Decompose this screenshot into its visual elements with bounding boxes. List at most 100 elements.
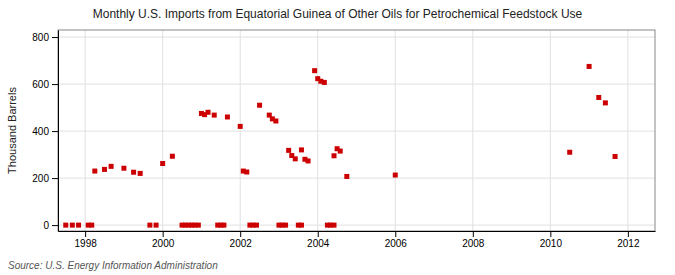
- y-tick-mark: [52, 178, 58, 179]
- chart-container: 1998 2000 2002 2004 2006 2008 2010 2012 0 200 400 6…: [0, 0, 675, 275]
- x-tick-label: 2006: [385, 238, 408, 249]
- y-tick: 200: [32, 173, 58, 184]
- point: [613, 154, 618, 159]
- point: [567, 150, 572, 155]
- y-tick-label: 0: [43, 220, 49, 231]
- y-grid-line: [58, 84, 655, 85]
- point: [312, 68, 317, 73]
- point: [212, 113, 217, 118]
- y-tick: 600: [32, 79, 58, 90]
- x-grid-line: [627, 30, 628, 231]
- y-axis-line: [58, 31, 59, 232]
- x-tick-label: 2008: [462, 238, 485, 249]
- point: [273, 118, 278, 123]
- y-grid-line: [58, 131, 655, 132]
- x-grid-line: [85, 30, 86, 231]
- point: [170, 154, 175, 159]
- point: [293, 156, 298, 161]
- y-tick-mark: [52, 225, 58, 226]
- points: [63, 64, 617, 228]
- point: [221, 223, 226, 228]
- y-tick-mark: [52, 37, 58, 38]
- x-tick: 2010: [540, 231, 563, 249]
- x-grid-line: [317, 30, 318, 231]
- y-tick-label: 200: [32, 173, 49, 184]
- point: [92, 169, 97, 174]
- x-tick-mark: [473, 231, 474, 237]
- x-tick: 2000: [152, 231, 175, 249]
- x-tick-label: 2002: [230, 238, 253, 249]
- y-tick: 0: [43, 220, 58, 231]
- x-tick-mark: [163, 231, 164, 237]
- x-grid-line: [240, 30, 241, 231]
- x-grid-line: [395, 30, 396, 231]
- x-tick-mark: [318, 231, 319, 237]
- x-tick: 2012: [617, 231, 640, 249]
- y-tick: 800: [32, 32, 58, 43]
- point: [393, 173, 398, 178]
- x-tick-mark: [395, 231, 396, 237]
- point: [603, 100, 608, 105]
- point: [138, 171, 143, 176]
- x-tick-label: 1998: [75, 238, 98, 249]
- plot-frame: [58, 30, 655, 231]
- point: [596, 95, 601, 100]
- x-tick-label: 2000: [152, 238, 175, 249]
- point: [322, 80, 327, 85]
- point: [102, 167, 107, 172]
- point: [63, 223, 68, 228]
- point: [283, 223, 288, 228]
- x-tick-label: 2004: [307, 238, 330, 249]
- point: [225, 114, 230, 119]
- x-tick: 1998: [75, 231, 98, 249]
- chart-svg: 1998 2000 2002 2004 2006 2008 2010 2012 0 200 400 6…: [0, 0, 675, 275]
- x-tick-mark: [85, 231, 86, 237]
- point: [299, 223, 304, 228]
- point: [109, 164, 114, 169]
- x-tick: 2002: [230, 231, 253, 249]
- x-tick: 2006: [385, 231, 408, 249]
- y-tick-label: 600: [32, 79, 49, 90]
- point: [306, 158, 311, 163]
- point: [70, 223, 75, 228]
- x-tick-label: 2012: [617, 238, 640, 249]
- point: [206, 110, 211, 115]
- x-grid-line: [472, 30, 473, 231]
- x-tick: 2004: [307, 231, 330, 249]
- y-tick-mark: [52, 131, 58, 132]
- plot: 1998 2000 2002 2004 2006 2008 2010 2012 0 200 400 6…: [32, 30, 655, 249]
- point: [254, 223, 259, 228]
- x-grid-line: [162, 30, 163, 231]
- point: [154, 223, 159, 228]
- y-tick-label: 400: [32, 126, 49, 137]
- x-tick-mark: [550, 231, 551, 237]
- point: [299, 147, 304, 152]
- x-tick: 2008: [462, 231, 485, 249]
- point: [587, 64, 592, 69]
- x-grid-line: [550, 30, 551, 231]
- point: [344, 174, 349, 179]
- point: [89, 223, 94, 228]
- point: [121, 166, 126, 171]
- point: [332, 223, 337, 228]
- point: [196, 223, 201, 228]
- y-tick-label: 800: [32, 32, 49, 43]
- point: [257, 103, 262, 108]
- y-grid-line: [58, 37, 655, 38]
- y-grid-line: [58, 178, 655, 179]
- y-axis-title: Thousand Barrels: [6, 87, 18, 174]
- title: Monthly U.S. Imports from Equatorial Gui…: [93, 7, 583, 21]
- x-axis: 1998 2000 2002 2004 2006 2008 2010 2012: [59, 231, 656, 249]
- point: [147, 223, 152, 228]
- annotation: Source: U.S. Energy Information Administ…: [8, 260, 218, 271]
- point: [238, 124, 243, 129]
- x-tick-label: 2010: [540, 238, 563, 249]
- y-tick: 400: [32, 126, 58, 137]
- point: [131, 170, 136, 175]
- point: [160, 161, 165, 166]
- x-axis-line: [59, 231, 656, 232]
- y-axis: 0 200 400 600 800: [32, 31, 58, 232]
- point: [332, 153, 337, 158]
- point: [76, 223, 81, 228]
- x-tick-mark: [240, 231, 241, 237]
